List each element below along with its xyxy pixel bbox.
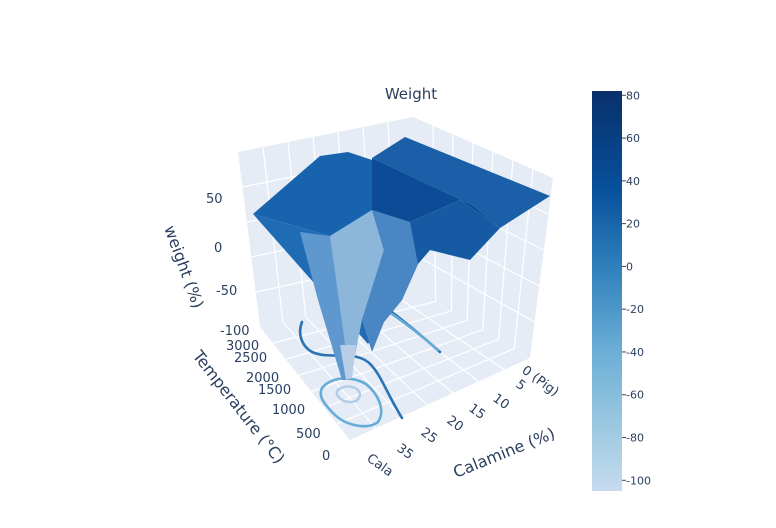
grid-line <box>418 256 535 323</box>
surface-left-plateau <box>253 152 378 236</box>
chart-title: Weight <box>385 85 437 103</box>
colorbar-tick-label: 60 <box>626 132 640 145</box>
surface-right-wall <box>372 158 500 228</box>
grid-line <box>336 348 515 425</box>
x-tick-label: 35 <box>394 441 416 463</box>
contour-inner <box>335 385 362 404</box>
colorbar-tick-label: 0 <box>626 260 633 273</box>
x-tick-label: 15 <box>466 401 488 423</box>
colorbar-tick-label: 40 <box>626 175 640 188</box>
y-tick-label: 3000 <box>226 339 259 354</box>
grid-line <box>298 319 468 376</box>
z-tick-label: 0 <box>214 241 222 256</box>
x-axis-title: Calamine (%) <box>450 424 557 482</box>
surface-valley-floor <box>372 200 500 264</box>
surface-pit-bottom <box>340 345 356 380</box>
contour-mid-arm <box>384 308 440 352</box>
contour-mid <box>319 377 383 428</box>
colorbar-ticks: 80 60 40 20 0 -20 -40 -60 -80 -100 <box>622 89 651 487</box>
surface-back-plateau <box>372 137 550 228</box>
y-tick-label: 1000 <box>272 403 305 418</box>
x-tick-label: 5 <box>513 377 529 394</box>
z-axis-ticks: 50 0 -50 -100 <box>206 192 250 339</box>
colorbar-tick-label: -100 <box>626 474 651 487</box>
grid-line <box>324 338 499 409</box>
x-tick-label: 20 <box>444 413 466 435</box>
surface-pit-center <box>330 210 384 380</box>
z-axis-title: weight (%) <box>160 223 208 311</box>
x-tick-label: Cala <box>364 451 396 480</box>
y-tick-label: 2500 <box>234 351 267 366</box>
grid-line <box>305 316 402 417</box>
y-tick-label: 0 <box>322 449 330 464</box>
colorbar-tick-label: -60 <box>626 389 644 402</box>
surface-pit-right <box>362 210 418 352</box>
grid-line <box>311 329 484 393</box>
colorbar-tick-label: -80 <box>626 432 644 445</box>
colorbar: 80 60 40 20 0 -20 -40 -60 -80 -100 <box>592 89 651 491</box>
z-tick-label: -50 <box>216 284 237 299</box>
y-tick-label: 1500 <box>258 383 291 398</box>
x-tick-label: 25 <box>418 425 440 447</box>
y-axis-ticks: 3000 2500 2000 1500 1000 500 0 <box>226 339 330 464</box>
x-tick-label: 10 <box>490 391 512 413</box>
z-tick-label: 50 <box>206 192 223 207</box>
colorbar-tick-label: -40 <box>626 346 644 359</box>
colorbar-tick-label: 20 <box>626 218 640 231</box>
y-tick-label: 500 <box>296 427 321 442</box>
colorbar-tick-label: 80 <box>626 89 640 102</box>
colorbar-tick-label: -20 <box>626 303 644 316</box>
surface <box>253 137 550 380</box>
y-tick-label: 2000 <box>246 371 279 386</box>
z-tick-label: -100 <box>220 324 250 339</box>
grid-line <box>396 296 505 371</box>
colorbar-gradient <box>592 91 622 491</box>
grid-line <box>282 321 377 429</box>
